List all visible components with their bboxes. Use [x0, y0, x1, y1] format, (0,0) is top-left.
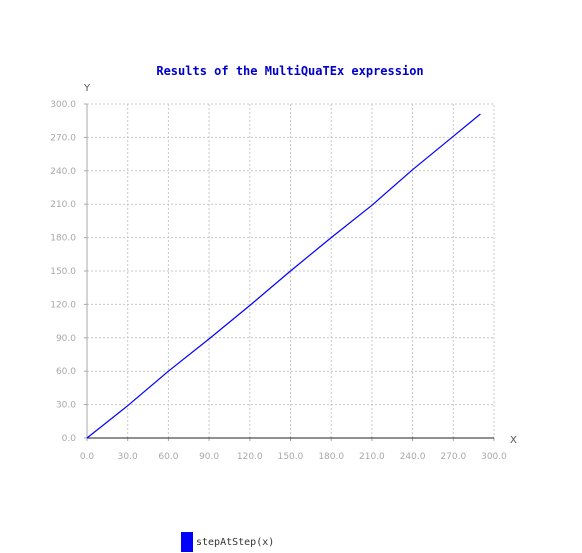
legend: stepAtStep(x) [181, 532, 274, 552]
y-tick-label: 270.0 [50, 133, 76, 143]
y-axis-label: Y [83, 83, 91, 94]
series-line [86, 113, 481, 439]
x-tick-label: 0.0 [80, 452, 95, 462]
y-tick-label: 210.0 [50, 200, 76, 210]
x-tick-label: 210.0 [359, 452, 385, 462]
y-tick-label: 240.0 [50, 167, 76, 177]
series-group [86, 113, 481, 439]
y-tick-label: 30.0 [56, 401, 76, 411]
y-tick-label: 60.0 [56, 367, 76, 377]
tick-labels: 0.0 30.0 60.0 90.0 120.0 150.0 180.0 210.0 240.0… [50, 100, 507, 462]
legend-swatch [181, 532, 193, 552]
y-tick-label: 150.0 [50, 267, 76, 277]
x-tick-label: 150.0 [278, 452, 304, 462]
y-tick-label: 300.0 [50, 100, 76, 110]
x-axis-label: X [510, 435, 517, 446]
y-tick-label: 90.0 [56, 334, 76, 344]
legend-label: stepAtStep(x) [196, 536, 275, 548]
y-tick-label: 0.0 [62, 434, 77, 444]
x-tick-label: 270.0 [440, 452, 466, 462]
axes [84, 103, 495, 441]
x-tick-label: 180.0 [318, 452, 344, 462]
y-tick-label: 120.0 [50, 300, 76, 310]
x-tick-label: 300.0 [481, 452, 507, 462]
y-tick-label: 180.0 [50, 234, 76, 244]
x-tick-label: 60.0 [158, 452, 178, 462]
x-tick-label: 30.0 [118, 452, 138, 462]
chart-title: Results of the MultiQuaTEx expression [156, 64, 423, 78]
x-tick-label: 240.0 [400, 452, 426, 462]
x-tick-label: 90.0 [199, 452, 219, 462]
x-tick-label: 120.0 [237, 452, 263, 462]
